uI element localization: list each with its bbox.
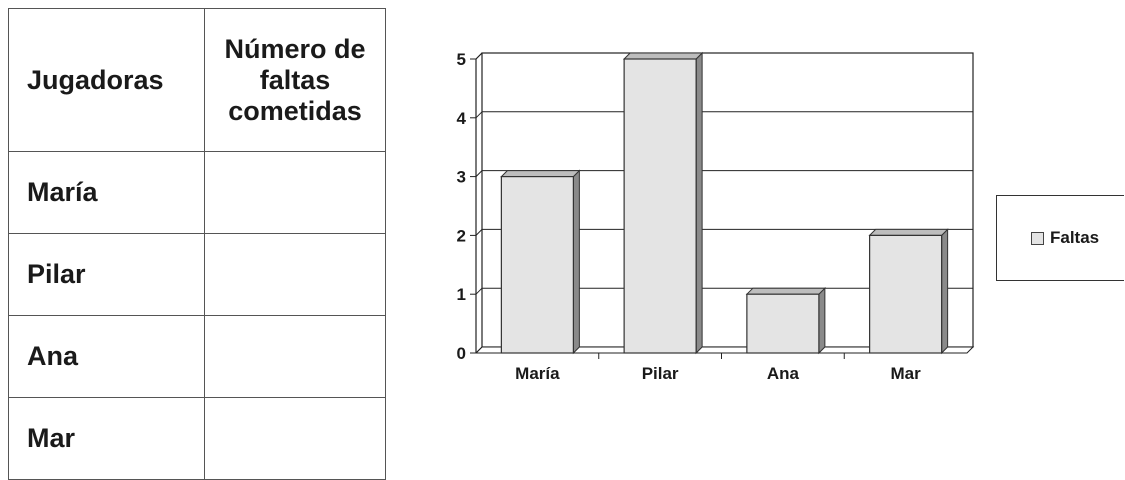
header-faltas: Número de faltas cometidas <box>204 8 386 152</box>
legend-swatch <box>1031 231 1044 245</box>
row-faltas-input[interactable] <box>204 233 386 316</box>
row-name: Pilar <box>8 233 205 316</box>
legend-label: Faltas <box>1050 228 1100 247</box>
fouls-table: Jugadoras Número de faltas cometidas Mar… <box>8 8 386 480</box>
bar <box>869 234 943 354</box>
y-tick-label: 2 <box>457 226 466 245</box>
bar-top <box>500 170 581 178</box>
y-tick-label: 3 <box>457 168 466 187</box>
bar-side <box>941 228 949 355</box>
x-tick-label: Mar <box>891 364 922 383</box>
faltas-bar-chart: 0 1 2 3 4 5 María Pilar Ana Mar <box>457 50 975 383</box>
bar-top <box>622 52 704 60</box>
y-tick-label: 0 <box>457 344 466 363</box>
gridline-side <box>475 170 483 177</box>
x-tick-label: Ana <box>767 364 800 383</box>
table-row: Ana <box>8 315 386 398</box>
bar-side <box>572 169 580 355</box>
table-header-row: Jugadoras Número de faltas cometidas <box>8 8 386 152</box>
y-tick-label: 4 <box>457 109 467 128</box>
row-name: Mar <box>8 397 205 480</box>
bar-side <box>818 286 826 355</box>
header-jugadoras: Jugadoras <box>8 8 205 152</box>
bar-top <box>868 228 949 236</box>
y-tick-label: 1 <box>457 285 466 304</box>
gridline-side <box>475 229 483 236</box>
row-name: María <box>8 151 205 234</box>
gridline-side <box>475 111 483 119</box>
x-tick-label: María <box>515 364 560 383</box>
table-row: Mar <box>8 397 386 480</box>
bar-side <box>695 51 703 355</box>
row-faltas-input[interactable] <box>204 315 386 398</box>
chart-legend: Faltas <box>996 195 1124 281</box>
table-row: Pilar <box>8 233 386 316</box>
bar <box>623 58 697 354</box>
table-row: María <box>8 151 386 234</box>
y-tick-label: 5 <box>457 50 466 69</box>
gridline-side <box>475 52 483 60</box>
gridline-side <box>475 346 483 354</box>
bar <box>746 293 820 354</box>
bar <box>500 176 574 354</box>
row-faltas-input[interactable] <box>204 151 386 234</box>
row-faltas-input[interactable] <box>204 397 386 480</box>
x-tick-label: Pilar <box>642 364 679 383</box>
gridline-side <box>475 287 483 295</box>
row-name: Ana <box>8 315 205 398</box>
bar-top <box>745 287 827 295</box>
